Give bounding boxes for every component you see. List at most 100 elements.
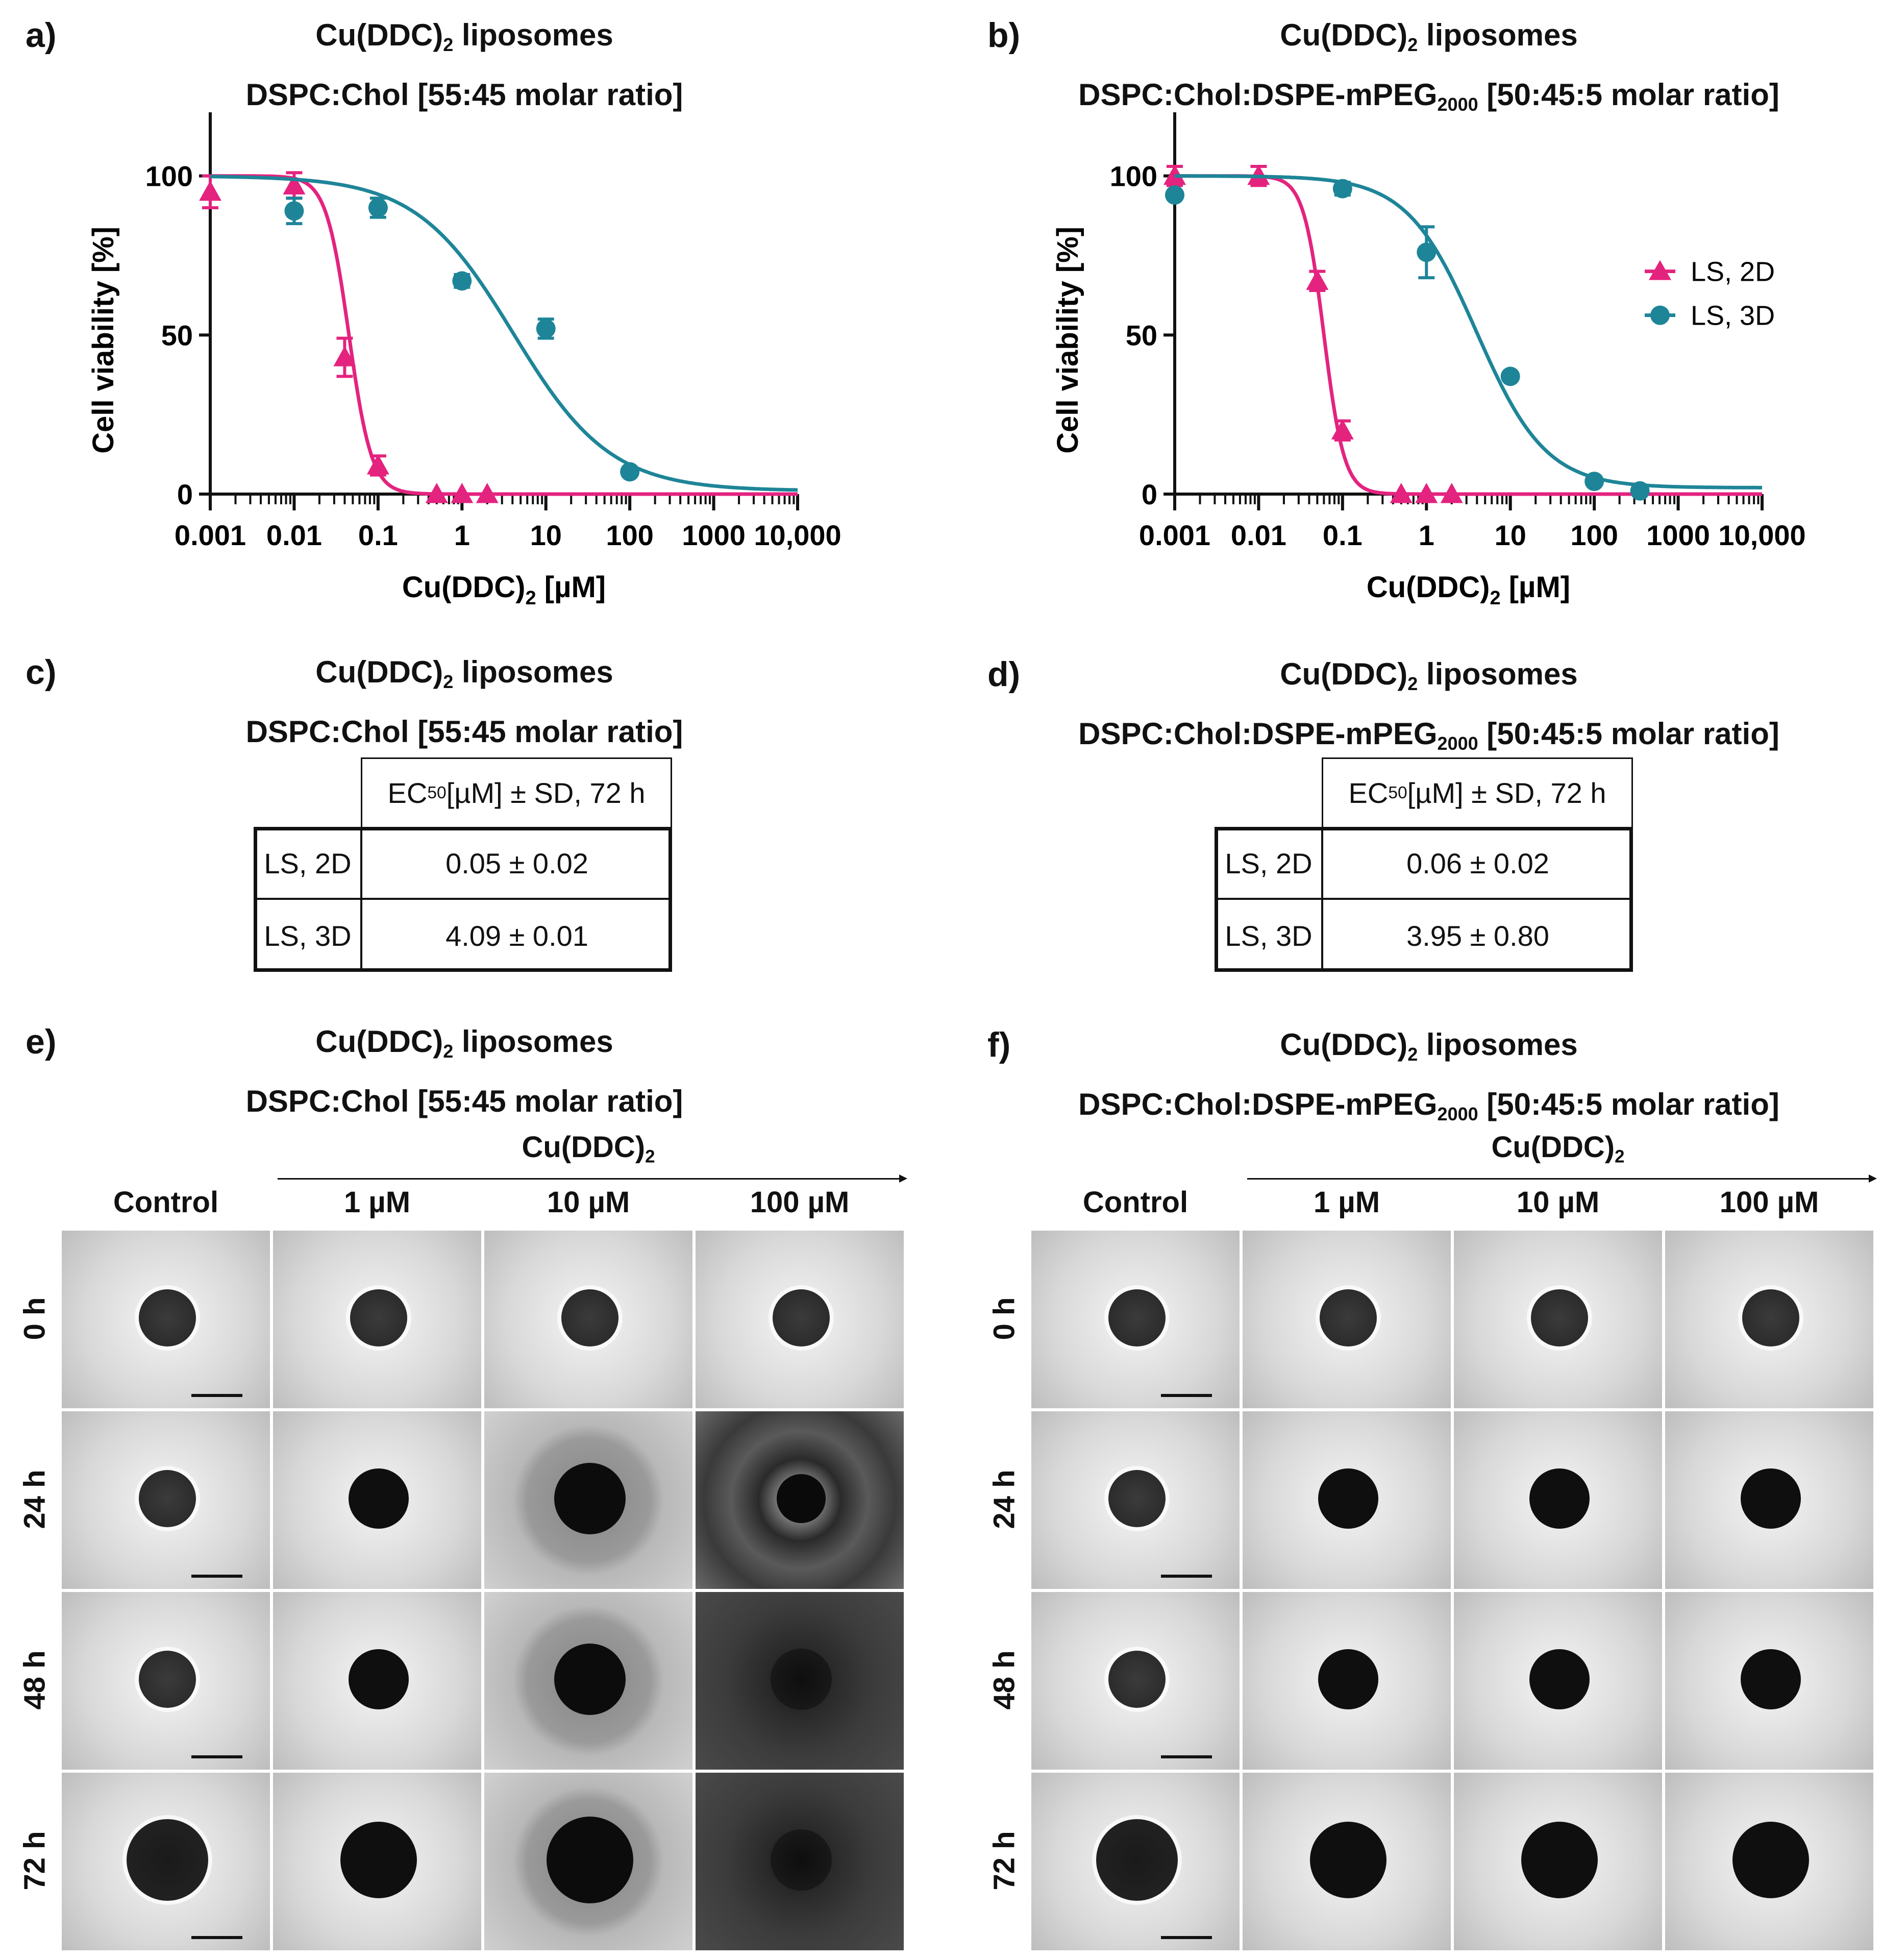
spheroid	[1108, 1470, 1166, 1527]
panel-c-title: Cu(DDC)2 liposomes DSPC:Chol [55:45 mola…	[133, 647, 796, 757]
column-header: 10 µM	[1516, 1186, 1600, 1219]
spheroid	[1320, 1289, 1377, 1346]
table-row-divider	[1215, 898, 1633, 900]
panel-f-title2-sub: 2000	[1437, 1103, 1478, 1124]
panel-b-title: Cu(DDC)2 liposomes DSPC:Chol:DSPE-mPEG20…	[1031, 10, 1827, 130]
data-point-triangle	[366, 454, 389, 475]
spheroid	[127, 1819, 208, 1901]
spheroid	[340, 1822, 417, 1898]
data-point-triangle	[1390, 483, 1413, 503]
panel-d-title-rest: liposomes	[1418, 657, 1578, 691]
panel-f-title-line2: DSPC:Chol:DSPE-mPEG2000 [50:45:5 molar r…	[1031, 1080, 1827, 1139]
x-axis-label-rest: [µM]	[1501, 571, 1570, 604]
data-point-triangle	[425, 483, 448, 503]
row-header: 24 h	[18, 1469, 52, 1529]
spheroid	[1108, 1651, 1166, 1708]
x-tick-label: 0.001	[1139, 519, 1210, 551]
row-header: 72 h	[18, 1831, 52, 1891]
x-tick-label: 1	[1419, 519, 1434, 551]
panel-e-title-line1: Cu(DDC)	[315, 1024, 443, 1059]
spheroid-image	[1664, 1229, 1875, 1410]
data-point-circle	[1584, 472, 1604, 492]
spheroid	[547, 1817, 633, 1903]
spheroid	[350, 1289, 407, 1346]
row-header: 0 h	[987, 1297, 1021, 1340]
spheroid-image	[60, 1771, 271, 1952]
y-tick-label: 50	[1126, 319, 1157, 351]
table-row-label: LS, 3D	[264, 919, 352, 952]
spheroid-image	[694, 1590, 905, 1771]
treatment-header: Cu(DDC)2	[1241, 1130, 1875, 1167]
spheroid	[1742, 1289, 1799, 1346]
spheroid-image	[1030, 1410, 1241, 1590]
spheroid	[773, 1289, 830, 1346]
panel-letter-a: a)	[26, 16, 57, 55]
table-row-label: LS, 2D	[1225, 847, 1313, 879]
column-header: 100 µM	[1719, 1186, 1819, 1219]
chart-b: 0 50 100 0.001 0.01 0.1 1 10 100 1000 10,000 Cu(DDC…	[1051, 112, 1806, 609]
y-tick-label: 50	[161, 319, 193, 351]
panel-b-title-sub: 2	[1407, 34, 1418, 55]
row-header: 0 h	[18, 1297, 52, 1340]
panel-f-title-line1: Cu(DDC)	[1280, 1027, 1408, 1062]
y-tick-label: 0	[1142, 478, 1157, 510]
spheroid	[1741, 1468, 1801, 1529]
x-axis-label-sub: 2	[525, 587, 536, 609]
panel-a-title-sub: 2	[443, 34, 454, 55]
panel-e-title-sub: 2	[443, 1040, 454, 1062]
column-header: Control	[113, 1186, 219, 1219]
x-axis-label-main: Cu(DDC)	[402, 571, 526, 604]
panel-f-title-rest: liposomes	[1418, 1027, 1578, 1062]
spheroid	[1531, 1289, 1588, 1346]
ec50-table-c: EC 50 [µM] ± SD, 72 h LS, 2D 0.05 ± 0.02 …	[254, 757, 672, 972]
spheroid-image	[60, 1590, 271, 1771]
data-point-circle	[284, 201, 304, 221]
table-row-value: 0.05 ± 0.02	[445, 847, 588, 879]
panel-d-title-sub: 2	[1407, 673, 1418, 694]
column-header: Control	[1082, 1186, 1188, 1219]
panel-b-title2-sub: 2000	[1437, 93, 1478, 115]
spheroid	[1108, 1289, 1166, 1346]
spheroid-image	[1664, 1771, 1875, 1952]
scale-bar	[1161, 1755, 1212, 1758]
data-point-triangle	[1440, 483, 1463, 503]
scale-bar	[1161, 1394, 1212, 1397]
column-header: 1 µM	[1313, 1186, 1380, 1219]
spheroid-image	[694, 1229, 905, 1410]
data-point-triangle	[283, 174, 306, 194]
panel-letter-e: e)	[26, 1022, 57, 1061]
legend-label: LS, 2D	[1691, 257, 1775, 287]
panel-letter-b: b)	[987, 16, 1021, 55]
spheroid	[771, 1829, 832, 1891]
spheroid-image	[1452, 1229, 1664, 1410]
scale-bar	[1161, 1575, 1212, 1578]
spheroid-image	[1664, 1590, 1875, 1771]
panel-letter-c: c)	[26, 653, 57, 692]
panel-d-title-line1: Cu(DDC)	[1280, 657, 1408, 691]
spheroid	[561, 1289, 618, 1346]
table-row-label: LS, 2D	[264, 847, 352, 879]
scale-bar	[191, 1394, 242, 1397]
spheroid-image	[1030, 1590, 1241, 1771]
spheroid	[139, 1470, 196, 1527]
panel-letter-d: d)	[987, 655, 1021, 694]
panel-b-title-line1: Cu(DDC)	[1280, 18, 1408, 52]
data-point-triangle	[333, 346, 356, 366]
y-axis-label: Cell viability [%]	[87, 227, 120, 454]
spheroid	[1529, 1468, 1590, 1529]
spheroid-image	[1241, 1771, 1452, 1952]
treatment-header: Cu(DDC)2	[271, 1130, 905, 1167]
x-tick-label: 100	[1570, 519, 1618, 551]
table-row-value: 0.06 ± 0.02	[1406, 847, 1549, 879]
panel-b-title2a: DSPC:Chol:DSPE-mPEG	[1078, 77, 1438, 112]
scale-bar	[191, 1575, 242, 1578]
legend-label: LS, 3D	[1691, 301, 1775, 331]
spheroid	[554, 1463, 626, 1534]
legend-marker-triangle	[1649, 260, 1671, 280]
panel-f-title2a: DSPC:Chol:DSPE-mPEG	[1078, 1087, 1438, 1121]
scale-bar	[191, 1755, 242, 1758]
y-tick-label: 0	[177, 478, 193, 510]
spheroid	[1521, 1822, 1598, 1898]
spheroid	[777, 1474, 826, 1523]
y-axis-label: Cell viability [%]	[1051, 227, 1084, 454]
